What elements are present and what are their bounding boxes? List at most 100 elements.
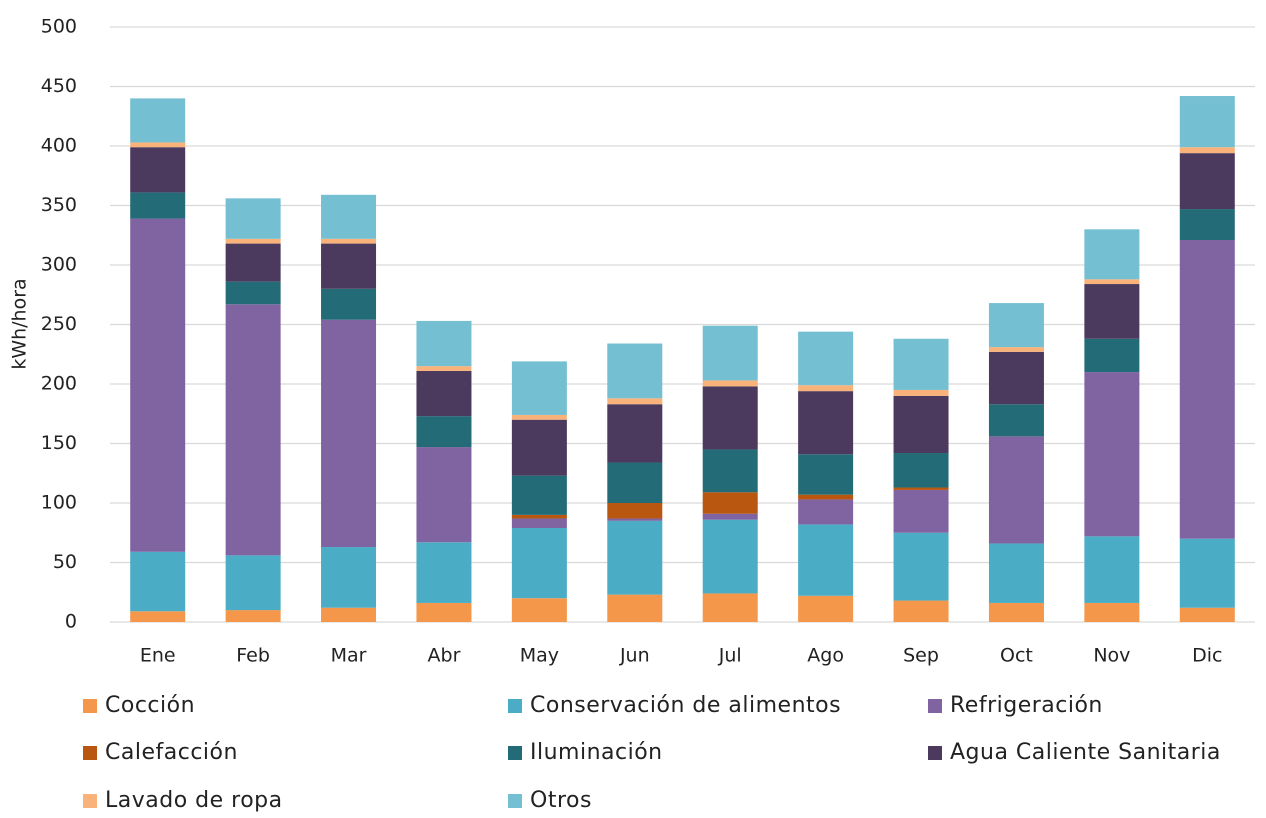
- bar-segment: [702, 519, 758, 594]
- bar-segment: [225, 198, 281, 239]
- bar-segment: [702, 513, 758, 520]
- bar-segment: [1084, 229, 1140, 280]
- bar-segment: [321, 194, 377, 239]
- y-tick-label: 350: [41, 194, 77, 216]
- y-tick-label: 100: [41, 492, 77, 514]
- y-tick-label: 400: [41, 135, 77, 157]
- bar-segment: [893, 489, 949, 533]
- bar-segment: [798, 331, 854, 386]
- legend-label: Refrigeración: [950, 693, 1103, 718]
- bar-segment: [416, 542, 472, 603]
- bar-segment: [988, 436, 1044, 544]
- y-axis-label: kWh/hora: [9, 278, 31, 369]
- bar-segment: [988, 404, 1044, 437]
- bar-segment: [893, 395, 949, 454]
- bar-segment: [893, 338, 949, 390]
- bar-segment: [1179, 240, 1235, 539]
- x-tick-label: Nov: [1093, 645, 1130, 667]
- bar-segment: [225, 243, 281, 282]
- bar-segment: [225, 610, 281, 622]
- bar-segment: [225, 555, 281, 611]
- bar-segment: [416, 447, 472, 543]
- bar-segment: [1084, 536, 1140, 603]
- bar-segment: [893, 453, 949, 488]
- y-tick-label: 450: [41, 75, 77, 97]
- y-tick-label: 500: [41, 16, 77, 38]
- bar-segment: [798, 385, 854, 392]
- y-tick-label: 250: [41, 313, 77, 335]
- legend-swatch: [508, 746, 522, 760]
- bar-segment: [893, 487, 949, 490]
- x-tick-label: Dic: [1192, 645, 1222, 667]
- legend-label: Otros: [530, 788, 592, 813]
- legend-swatch: [508, 794, 522, 808]
- legend-label: Conservación de alimentos: [530, 693, 841, 718]
- legend-label: Iluminación: [530, 740, 663, 765]
- bar-segment: [511, 475, 567, 515]
- bar-segment: [893, 532, 949, 601]
- bar-segment: [702, 593, 758, 622]
- bar-segment: [130, 147, 186, 193]
- bar-segment: [1179, 607, 1235, 622]
- legend-swatch: [508, 699, 522, 713]
- bar-segment: [225, 238, 281, 244]
- bar-segment: [321, 547, 377, 608]
- bar-segment: [893, 389, 949, 396]
- x-tick-label: Feb: [236, 645, 270, 667]
- legend-label: Lavado de ropa: [105, 788, 283, 813]
- bar-segment: [511, 419, 567, 476]
- bar-segment: [798, 494, 854, 500]
- bar-segment: [702, 386, 758, 450]
- x-tick-label: May: [520, 645, 559, 667]
- bar-segment: [798, 499, 854, 525]
- bar-segment: [225, 281, 281, 305]
- x-tick-label: Sep: [903, 645, 939, 667]
- legend-swatch: [928, 746, 942, 760]
- bar-segment: [416, 320, 472, 367]
- bar-segment: [607, 594, 663, 622]
- x-tick-label: Jul: [718, 645, 742, 667]
- bar-segment: [798, 595, 854, 622]
- bar-segment: [607, 520, 663, 595]
- bar-segment: [511, 514, 567, 519]
- legend-swatch: [928, 699, 942, 713]
- bar-segment: [511, 414, 567, 420]
- bar-segment: [321, 607, 377, 622]
- y-tick-label: 200: [41, 373, 77, 395]
- bar-segment: [1084, 602, 1140, 622]
- x-tick-label: Mar: [331, 645, 367, 667]
- x-tick-label: Ago: [807, 645, 844, 667]
- bar-segment: [1179, 96, 1235, 148]
- bar-segment: [1084, 284, 1140, 339]
- legend-label: Cocción: [105, 693, 195, 718]
- bar-segment: [798, 524, 854, 596]
- bar-segment: [988, 543, 1044, 603]
- bar-segment: [607, 503, 663, 519]
- bar-segment: [130, 192, 186, 219]
- bar-segment: [607, 343, 663, 399]
- y-tick-label: 300: [41, 254, 77, 276]
- bar-segment: [1179, 153, 1235, 210]
- legend-swatch: [83, 699, 97, 713]
- legend-label: Agua Caliente Sanitaria: [950, 740, 1221, 765]
- bar-segment: [607, 404, 663, 463]
- bar-segment: [321, 288, 377, 320]
- bar-segment: [130, 142, 186, 148]
- x-tick-label: Oct: [1000, 645, 1033, 667]
- bar-segment: [511, 598, 567, 622]
- bar-segment: [1179, 209, 1235, 241]
- bar-segment: [225, 304, 281, 556]
- bar-segment: [702, 492, 758, 514]
- bar-segment: [798, 454, 854, 495]
- bar-segment: [130, 98, 186, 143]
- bar-segment: [1179, 147, 1235, 154]
- bar-segment: [988, 303, 1044, 348]
- bar-segment: [893, 600, 949, 622]
- legend-swatch: [83, 794, 97, 808]
- bar-segment: [416, 370, 472, 417]
- x-tick-label: Abr: [428, 645, 461, 667]
- bar-segment: [130, 611, 186, 622]
- bar-segment: [511, 518, 567, 528]
- bar-segment: [988, 347, 1044, 352]
